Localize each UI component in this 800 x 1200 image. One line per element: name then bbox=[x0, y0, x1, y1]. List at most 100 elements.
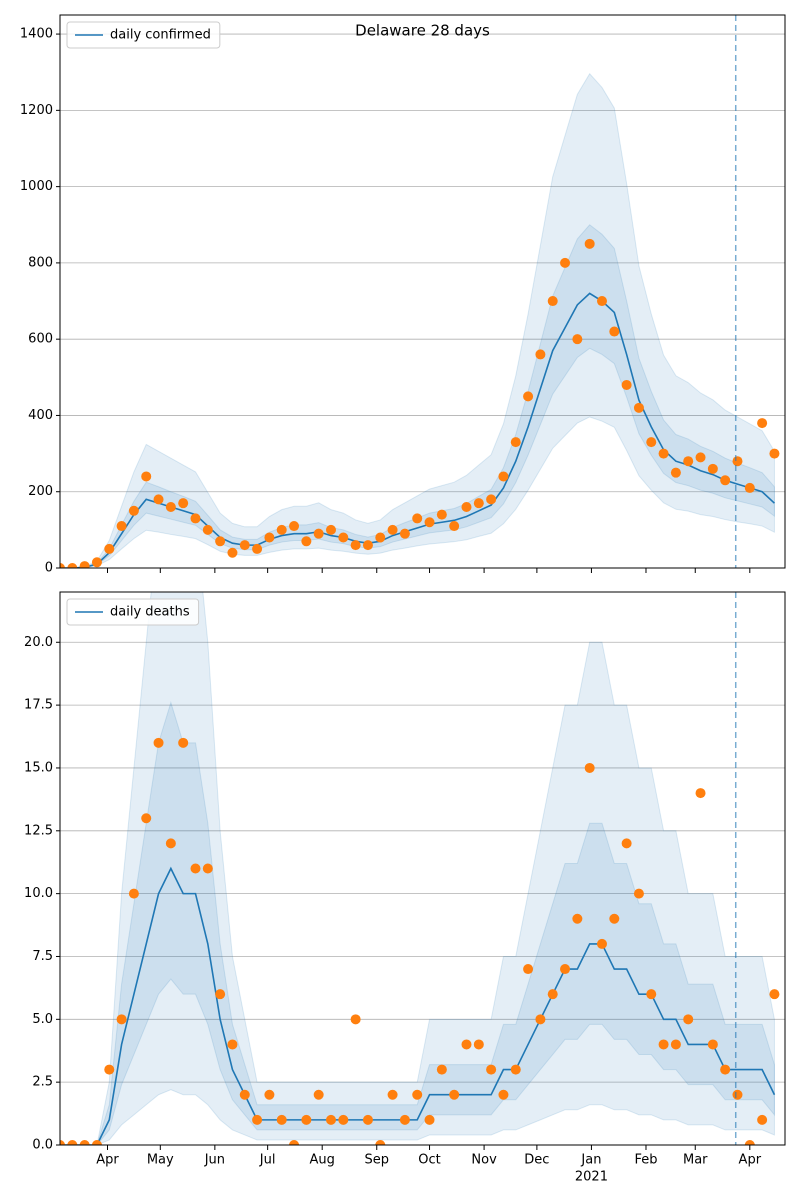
data-point bbox=[732, 456, 743, 467]
data-point bbox=[338, 532, 349, 543]
x-tick-label: Dec bbox=[524, 1153, 549, 1168]
data-point bbox=[141, 813, 152, 824]
data-point bbox=[572, 334, 583, 345]
y-tick-label: 10.0 bbox=[24, 886, 53, 901]
data-point bbox=[399, 1114, 410, 1125]
data-point bbox=[190, 513, 201, 524]
x-tick-label: Jun bbox=[204, 1153, 225, 1168]
data-point bbox=[547, 296, 558, 307]
data-point bbox=[215, 536, 226, 547]
data-point bbox=[128, 505, 139, 516]
data-point bbox=[276, 524, 287, 535]
data-point bbox=[276, 1114, 287, 1125]
x-tick-label: Jan bbox=[580, 1153, 601, 1168]
data-point bbox=[744, 1140, 755, 1145]
data-point bbox=[264, 532, 275, 543]
data-point bbox=[412, 513, 423, 524]
y-tick-label: 400 bbox=[28, 408, 53, 423]
data-point bbox=[202, 863, 213, 874]
confidence-band bbox=[60, 224, 775, 568]
data-point bbox=[104, 543, 115, 554]
data-point bbox=[436, 509, 447, 520]
data-point bbox=[387, 524, 398, 535]
data-point bbox=[707, 463, 718, 474]
data-point bbox=[141, 471, 152, 482]
y-tick-label: 5.0 bbox=[32, 1012, 53, 1027]
data-point bbox=[227, 547, 238, 558]
x-tick-label: May bbox=[147, 1153, 174, 1168]
data-point bbox=[289, 521, 300, 532]
data-point bbox=[633, 402, 644, 413]
data-point bbox=[91, 1140, 102, 1145]
data-point bbox=[744, 482, 755, 493]
data-point bbox=[227, 1039, 238, 1050]
x-tick-label: Aug bbox=[310, 1153, 335, 1168]
data-point bbox=[523, 391, 534, 402]
data-point bbox=[128, 888, 139, 899]
data-point bbox=[609, 913, 620, 924]
data-point bbox=[362, 540, 373, 551]
data-point bbox=[596, 938, 607, 949]
data-point bbox=[153, 737, 164, 748]
data-point bbox=[313, 1089, 324, 1100]
data-point bbox=[60, 1140, 65, 1145]
data-point bbox=[190, 863, 201, 874]
data-point bbox=[67, 563, 78, 568]
data-point bbox=[510, 437, 521, 448]
data-point bbox=[757, 1114, 768, 1125]
y-tick-label: 600 bbox=[28, 332, 53, 347]
data-point bbox=[116, 1014, 127, 1025]
data-point bbox=[436, 1064, 447, 1075]
data-point bbox=[252, 543, 263, 554]
data-point bbox=[486, 494, 497, 505]
data-point bbox=[153, 494, 164, 505]
y-tick-label: 0.0 bbox=[32, 1138, 53, 1153]
data-point bbox=[670, 467, 681, 478]
data-point bbox=[621, 838, 632, 849]
data-point bbox=[523, 964, 534, 975]
data-point bbox=[289, 1140, 300, 1145]
axes-frame bbox=[59, 591, 786, 1146]
data-point bbox=[449, 1089, 460, 1100]
data-point bbox=[239, 540, 250, 551]
data-point bbox=[584, 238, 595, 249]
x-tick-label: Oct bbox=[418, 1153, 440, 1168]
data-point bbox=[560, 257, 571, 268]
data-point bbox=[658, 1039, 669, 1050]
y-tick-label: 17.5 bbox=[24, 698, 53, 713]
data-point bbox=[215, 989, 226, 1000]
data-point bbox=[535, 349, 546, 360]
series-line bbox=[60, 866, 776, 1145]
y-tick-label: 1200 bbox=[20, 103, 53, 118]
data-point bbox=[547, 989, 558, 1000]
x-tick-label: Apr bbox=[739, 1153, 762, 1168]
data-point bbox=[732, 1089, 743, 1100]
data-point bbox=[387, 1089, 398, 1100]
data-point bbox=[646, 989, 657, 1000]
plot-area bbox=[60, 592, 780, 1145]
data-point bbox=[362, 1114, 373, 1125]
data-point bbox=[301, 536, 312, 547]
x-tick-label: Apr bbox=[96, 1153, 119, 1168]
data-point bbox=[769, 989, 780, 1000]
data-point bbox=[79, 561, 90, 568]
y-tick-label: 15.0 bbox=[24, 760, 53, 775]
data-point bbox=[325, 524, 336, 535]
data-point bbox=[695, 452, 706, 463]
data-point bbox=[91, 557, 102, 568]
data-point bbox=[350, 1014, 361, 1025]
data-point bbox=[313, 528, 324, 539]
chart-title: Delaware 28 days bbox=[355, 22, 490, 40]
y-tick-label: 2.5 bbox=[32, 1075, 53, 1090]
x-tick-secondary-label: 2021 bbox=[575, 1170, 608, 1185]
data-point bbox=[424, 517, 435, 528]
data-point bbox=[338, 1114, 349, 1125]
data-point bbox=[461, 501, 472, 512]
y-tick-label: 7.5 bbox=[32, 949, 53, 964]
data-point bbox=[264, 1089, 275, 1100]
data-point bbox=[658, 448, 669, 459]
data-point bbox=[769, 448, 780, 459]
confidence-band bbox=[60, 72, 775, 568]
y-tick-label: 200 bbox=[28, 484, 53, 499]
data-point bbox=[683, 456, 694, 467]
